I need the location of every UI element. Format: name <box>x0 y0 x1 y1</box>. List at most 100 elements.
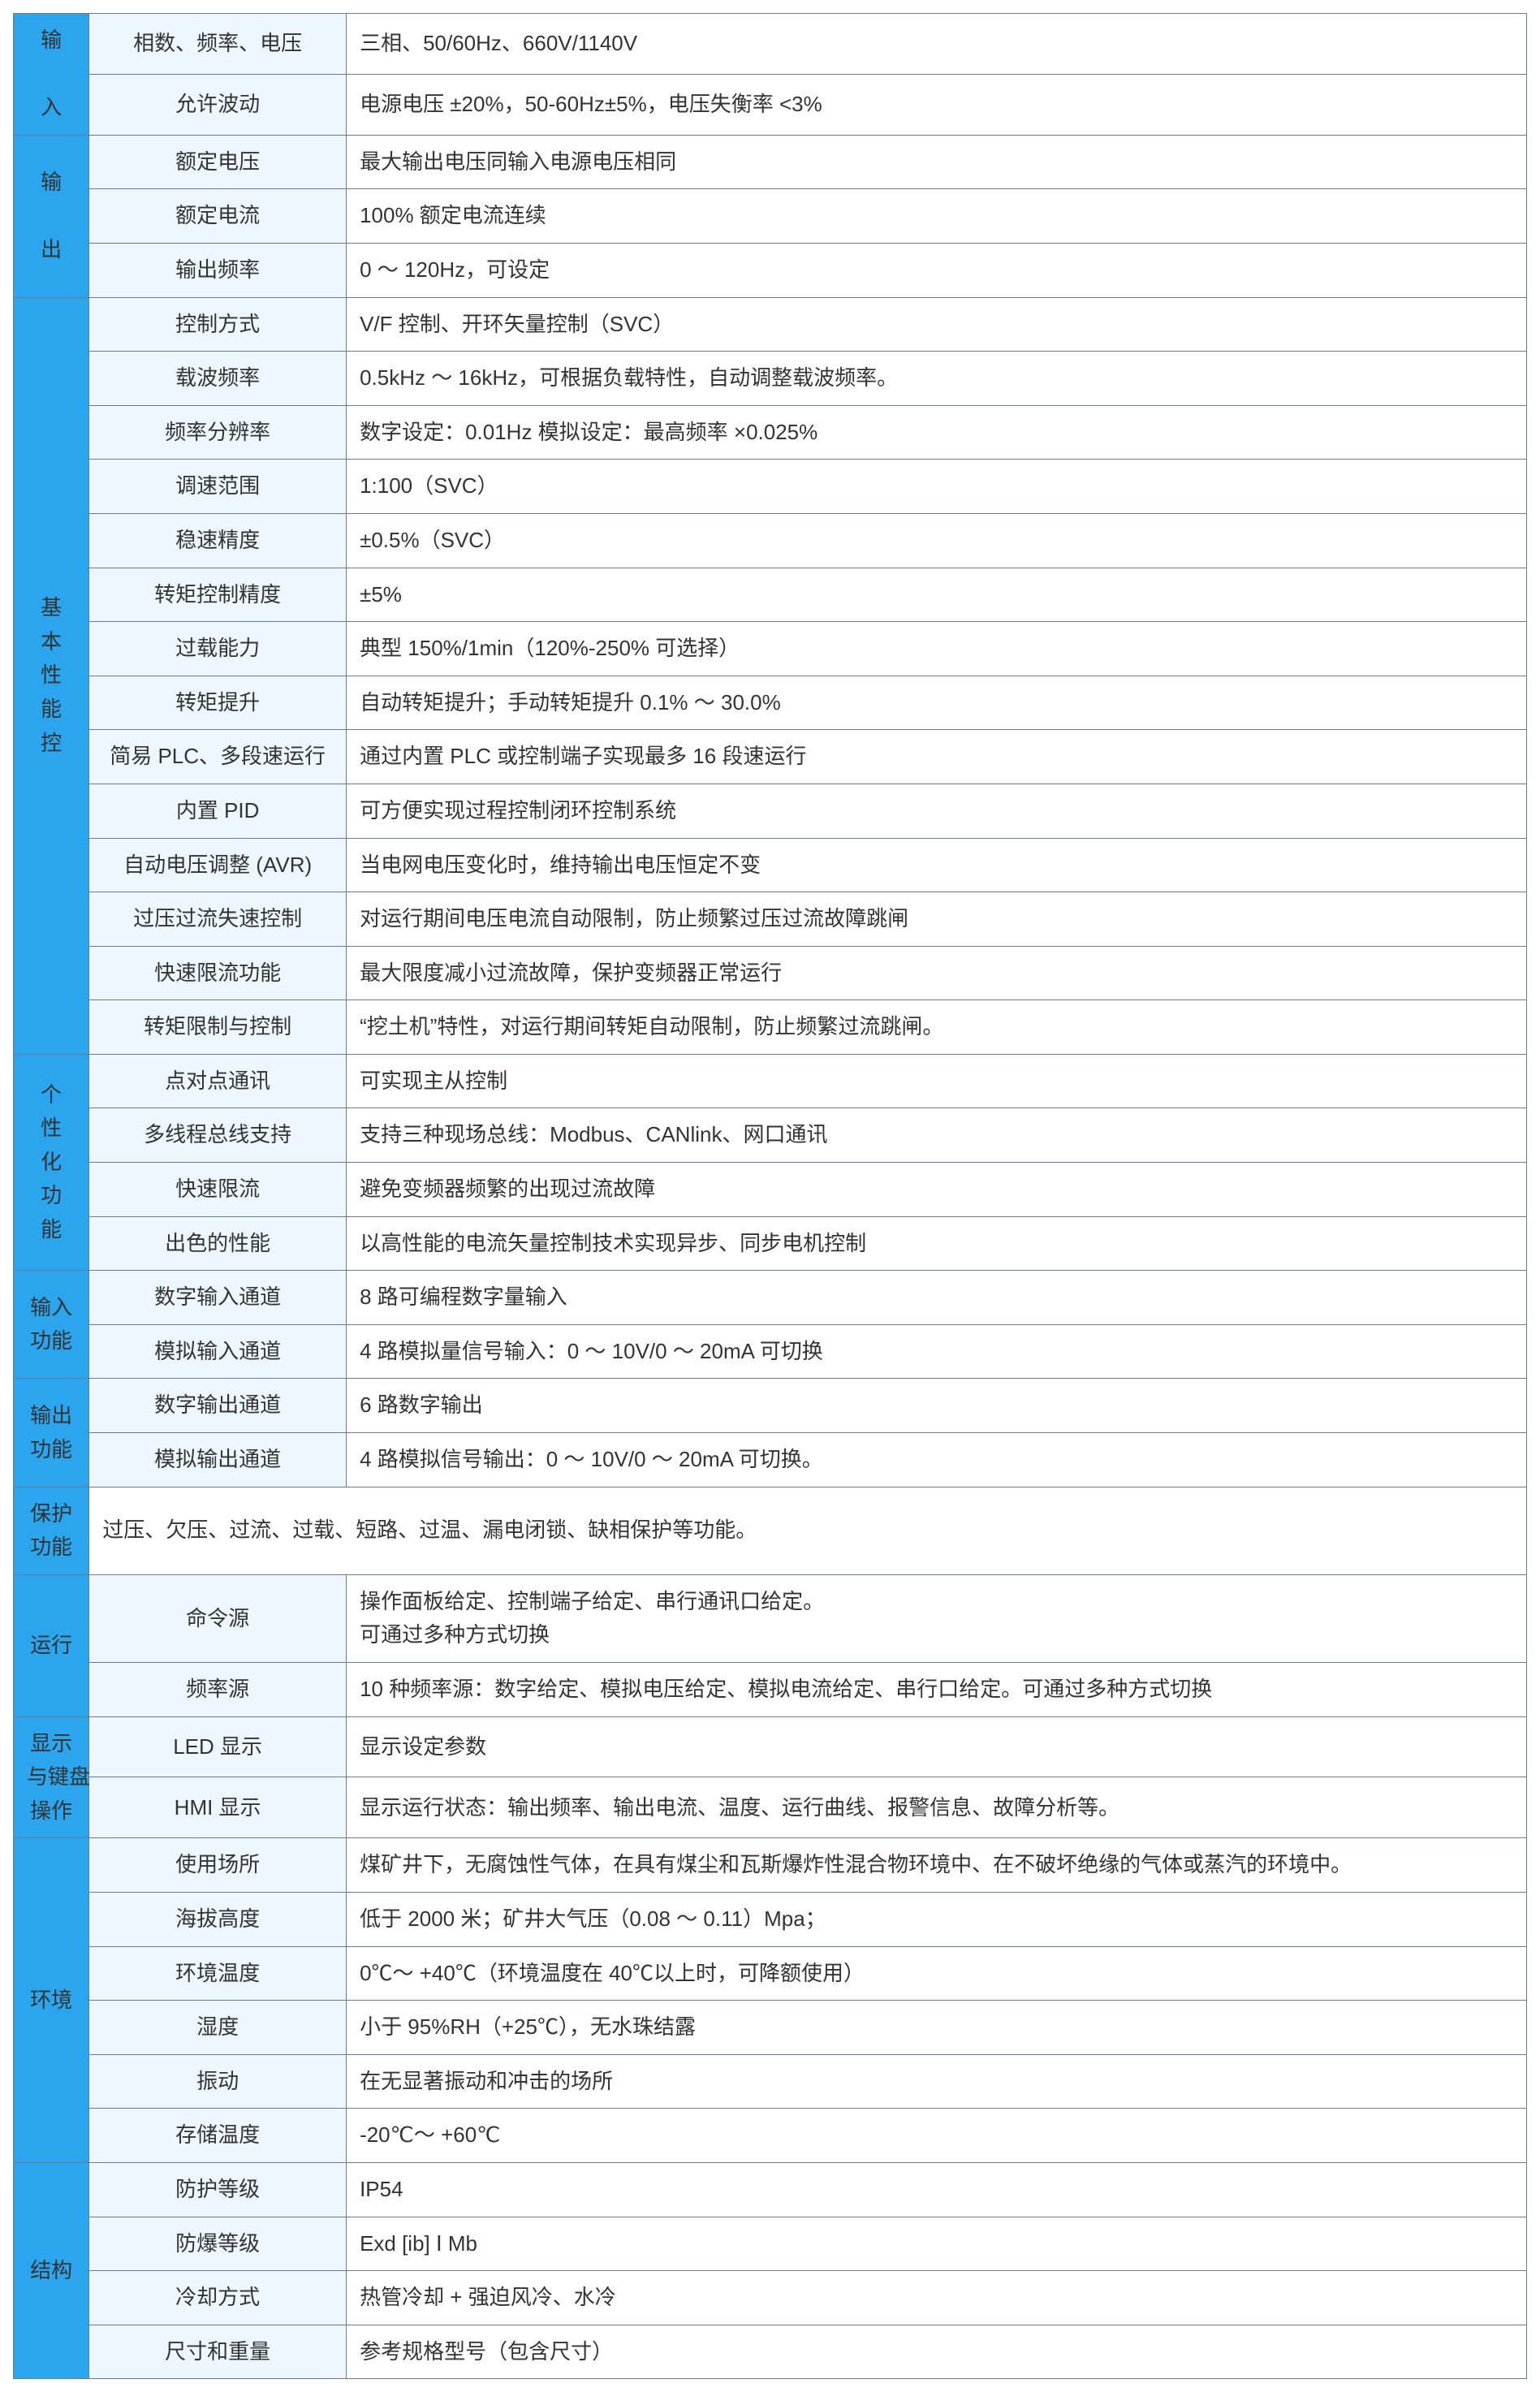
value-cell: 4 路模拟量信号输入：0 ～ 10V/0 ～ 20mA 可切换 <box>347 1324 1527 1379</box>
attribute-cell: 点对点通讯 <box>89 1054 347 1108</box>
attribute-cell: 过载能力 <box>89 622 347 676</box>
value-cell: 过压、欠压、过流、过载、短路、过温、漏电闭锁、缺相保护等功能。 <box>89 1487 1527 1574</box>
value-cell: 8 路可编程数字量输入 <box>347 1271 1527 1325</box>
spec-body: 输 入相数、频率、电压三相、50/60Hz、660V/1140V允许波动电源电压… <box>14 14 1527 2379</box>
table-row: 过载能力典型 150%/1min（120%-250% 可选择） <box>14 622 1527 676</box>
value-cell: ±0.5%（SVC） <box>347 513 1527 568</box>
table-row: 载波频率0.5kHz ～ 16kHz，可根据负载特性，自动调整载波频率。 <box>14 352 1527 406</box>
value-cell: 三相、50/60Hz、660V/1140V <box>347 14 1527 75</box>
value-cell: 避免变频器频繁的出现过流故障 <box>347 1163 1527 1217</box>
category-cell: 保护 功能 <box>14 1487 89 1574</box>
table-row: 环境温度0℃～ +40℃（环境温度在 40℃以上时，可降额使用） <box>14 1946 1527 2001</box>
attribute-cell: 自动电压调整 (AVR) <box>89 838 347 892</box>
value-cell: 6 路数字输出 <box>347 1379 1527 1433</box>
value-cell: 在无显著振动和冲击的场所 <box>347 2054 1527 2109</box>
table-row: 频率源10 种频率源：数字给定、模拟电压给定、模拟电流给定、串行口给定。可通过多… <box>14 1663 1527 1717</box>
table-row: 快速限流功能最大限度减小过流故障，保护变频器正常运行 <box>14 946 1527 1000</box>
category-cell: 环境 <box>14 1838 89 2163</box>
attribute-cell: 防爆等级 <box>89 2217 347 2271</box>
table-row: 出色的性能以高性能的电流矢量控制技术实现异步、同步电机控制 <box>14 1216 1527 1271</box>
value-cell: 典型 150%/1min（120%-250% 可选择） <box>347 622 1527 676</box>
table-row: 转矩限制与控制“挖土机”特性，对运行期间转矩自动限制，防止频繁过流跳闸。 <box>14 1000 1527 1055</box>
value-cell: 100% 额定电流连续 <box>347 189 1527 244</box>
table-row: 输 出额定电压最大输出电压同输入电源电压相同 <box>14 135 1527 189</box>
value-cell: 1:100（SVC） <box>347 460 1527 514</box>
attribute-cell: 使用场所 <box>89 1838 347 1893</box>
table-row: 快速限流避免变频器频繁的出现过流故障 <box>14 1163 1527 1217</box>
attribute-cell: 输出频率 <box>89 243 347 297</box>
table-row: 防爆等级Exd [ib] Ⅰ Mb <box>14 2217 1527 2271</box>
table-row: 转矩控制精度±5% <box>14 568 1527 622</box>
attribute-cell: 转矩提升 <box>89 676 347 730</box>
value-cell: 0.5kHz ～ 16kHz，可根据负载特性，自动调整载波频率。 <box>347 352 1527 406</box>
table-row: 结构防护等级IP54 <box>14 2162 1527 2217</box>
table-row: HMI 显示显示运行状态：输出频率、输出电流、温度、运行曲线、报警信息、故障分析… <box>14 1777 1527 1838</box>
attribute-cell: 多线程总线支持 <box>89 1108 347 1163</box>
table-row: 冷却方式热管冷却 + 强迫风冷、水冷 <box>14 2271 1527 2325</box>
table-row: 湿度小于 95%RH（+25℃），无水珠结露 <box>14 2001 1527 2055</box>
category-cell: 基 本 性 能 控 <box>14 297 89 1054</box>
table-row: 运行命令源操作面板给定、控制端子给定、串行通讯口给定。 可通过多种方式切换 <box>14 1574 1527 1662</box>
attribute-cell: 数字输入通道 <box>89 1271 347 1325</box>
category-cell: 运行 <box>14 1574 89 1716</box>
value-cell: 0℃～ +40℃（环境温度在 40℃以上时，可降额使用） <box>347 1946 1527 2001</box>
value-cell: 以高性能的电流矢量控制技术实现异步、同步电机控制 <box>347 1216 1527 1271</box>
table-row: 调速范围1:100（SVC） <box>14 460 1527 514</box>
value-cell: 10 种频率源：数字给定、模拟电压给定、模拟电流给定、串行口给定。可通过多种方式… <box>347 1663 1527 1717</box>
attribute-cell: 相数、频率、电压 <box>89 14 347 75</box>
value-cell: 可实现主从控制 <box>347 1054 1527 1108</box>
value-cell: 显示运行状态：输出频率、输出电流、温度、运行曲线、报警信息、故障分析等。 <box>347 1777 1527 1838</box>
value-cell: IP54 <box>347 2162 1527 2217</box>
table-row: 输出频率0 ～ 120Hz，可设定 <box>14 243 1527 297</box>
category-cell: 输出 功能 <box>14 1379 89 1487</box>
table-row: 过压过流失速控制对运行期间电压电流自动限制，防止频繁过压过流故障跳闸 <box>14 892 1527 947</box>
value-cell: 通过内置 PLC 或控制端子实现最多 16 段速运行 <box>347 730 1527 784</box>
attribute-cell: 防护等级 <box>89 2162 347 2217</box>
attribute-cell: LED 显示 <box>89 1716 347 1777</box>
table-row: 简易 PLC、多段速运行通过内置 PLC 或控制端子实现最多 16 段速运行 <box>14 730 1527 784</box>
table-row: 转矩提升自动转矩提升；手动转矩提升 0.1% ～ 30.0% <box>14 676 1527 730</box>
category-cell: 个 性 化 功 能 <box>14 1054 89 1270</box>
attribute-cell: 存储温度 <box>89 2109 347 2163</box>
attribute-cell: HMI 显示 <box>89 1777 347 1838</box>
value-cell: V/F 控制、开环矢量控制（SVC） <box>347 297 1527 352</box>
table-row: 环境使用场所煤矿井下，无腐蚀性气体，在具有煤尘和瓦斯爆炸性混合物环境中、在不破坏… <box>14 1838 1527 1893</box>
attribute-cell: 出色的性能 <box>89 1216 347 1271</box>
attribute-cell: 数字输出通道 <box>89 1379 347 1433</box>
value-cell: “挖土机”特性，对运行期间转矩自动限制，防止频繁过流跳闸。 <box>347 1000 1527 1055</box>
value-cell: 参考规格型号（包含尺寸） <box>347 2325 1527 2379</box>
value-cell: 小于 95%RH（+25℃），无水珠结露 <box>347 2001 1527 2055</box>
attribute-cell: 控制方式 <box>89 297 347 352</box>
value-cell: 支持三种现场总线：Modbus、CANlink、网口通讯 <box>347 1108 1527 1163</box>
value-cell: 低于 2000 米；矿井大气压（0.08 ～ 0.11）Mpa； <box>347 1892 1527 1946</box>
attribute-cell: 频率分辨率 <box>89 405 347 460</box>
table-row: 存储温度-20℃～ +60℃ <box>14 2109 1527 2163</box>
table-row: 频率分辨率数字设定：0.01Hz 模拟设定：最高频率 ×0.025% <box>14 405 1527 460</box>
table-row: 显示 与键盘 操作LED 显示显示设定参数 <box>14 1716 1527 1777</box>
table-row: 海拔高度低于 2000 米；矿井大气压（0.08 ～ 0.11）Mpa； <box>14 1892 1527 1946</box>
value-cell: 数字设定：0.01Hz 模拟设定：最高频率 ×0.025% <box>347 405 1527 460</box>
category-cell: 结构 <box>14 2162 89 2378</box>
table-row: 允许波动电源电压 ±20%，50-60Hz±5%，电压失衡率 <3% <box>14 74 1527 135</box>
value-cell: 0 ～ 120Hz，可设定 <box>347 243 1527 297</box>
attribute-cell: 额定电流 <box>89 189 347 244</box>
attribute-cell: 海拔高度 <box>89 1892 347 1946</box>
attribute-cell: 振动 <box>89 2054 347 2109</box>
attribute-cell: 模拟输入通道 <box>89 1324 347 1379</box>
value-cell: -20℃～ +60℃ <box>347 2109 1527 2163</box>
value-cell: 对运行期间电压电流自动限制，防止频繁过压过流故障跳闸 <box>347 892 1527 947</box>
attribute-cell: 频率源 <box>89 1663 347 1717</box>
table-row: 稳速精度±0.5%（SVC） <box>14 513 1527 568</box>
category-cell: 输入 功能 <box>14 1271 89 1379</box>
value-cell: ±5% <box>347 568 1527 622</box>
attribute-cell: 命令源 <box>89 1574 347 1662</box>
value-cell: 当电网电压变化时，维持输出电压恒定不变 <box>347 838 1527 892</box>
table-row: 输 入相数、频率、电压三相、50/60Hz、660V/1140V <box>14 14 1527 75</box>
table-row: 多线程总线支持支持三种现场总线：Modbus、CANlink、网口通讯 <box>14 1108 1527 1163</box>
attribute-cell: 冷却方式 <box>89 2271 347 2325</box>
value-cell: 最大输出电压同输入电源电压相同 <box>347 135 1527 189</box>
attribute-cell: 允许波动 <box>89 74 347 135</box>
value-cell: 操作面板给定、控制端子给定、串行通讯口给定。 可通过多种方式切换 <box>347 1574 1527 1662</box>
attribute-cell: 稳速精度 <box>89 513 347 568</box>
attribute-cell: 过压过流失速控制 <box>89 892 347 947</box>
